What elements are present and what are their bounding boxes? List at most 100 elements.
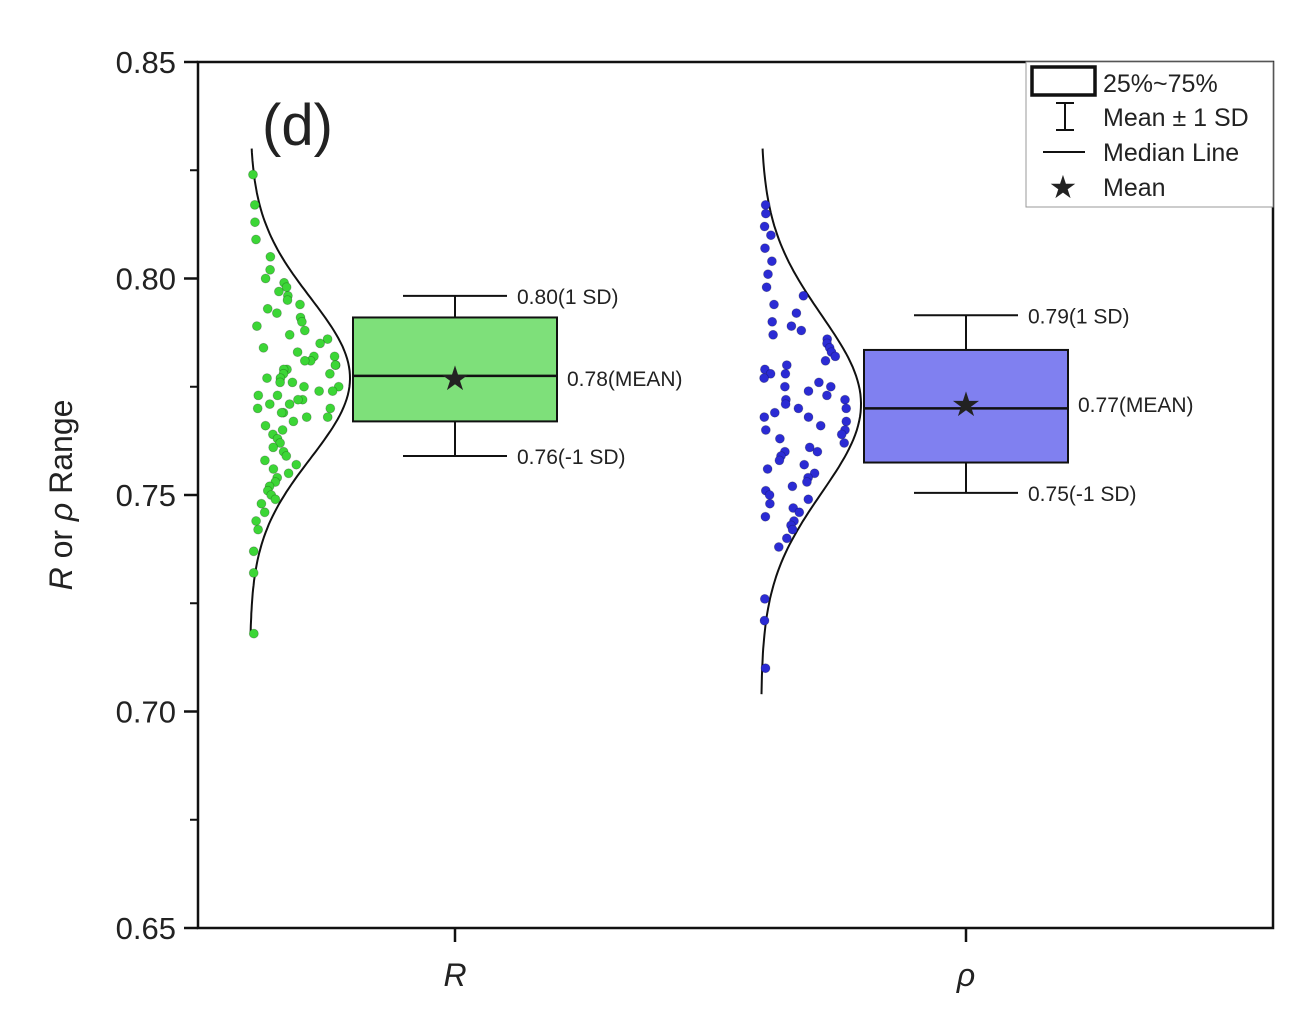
data-point bbox=[251, 321, 262, 332]
y-tick-label: 0.65 bbox=[116, 911, 176, 946]
data-point bbox=[249, 199, 260, 210]
sd-high-label: 0.80(1 SD) bbox=[517, 286, 619, 309]
data-point bbox=[786, 321, 797, 332]
data-point bbox=[787, 524, 798, 535]
data-point bbox=[760, 243, 770, 254]
data-point bbox=[276, 407, 287, 418]
data-point bbox=[260, 420, 271, 431]
iqr-box bbox=[863, 348, 1069, 464]
data-point bbox=[760, 425, 771, 435]
mean-star: ★ bbox=[440, 360, 470, 398]
data-point bbox=[248, 546, 259, 557]
data-point bbox=[299, 325, 310, 336]
data-point bbox=[327, 386, 338, 397]
data-point bbox=[295, 299, 305, 310]
legend-sd-icon bbox=[1056, 102, 1074, 131]
data-point bbox=[291, 459, 302, 470]
data-point bbox=[253, 524, 264, 535]
data-point bbox=[315, 338, 326, 349]
mean-label: 0.77(MEAN) bbox=[1078, 394, 1194, 417]
panel-label: (d) bbox=[262, 93, 333, 158]
data-point bbox=[796, 325, 807, 336]
data-point bbox=[762, 464, 773, 474]
data-point bbox=[268, 442, 279, 453]
data-point bbox=[252, 403, 263, 414]
iqr-box bbox=[352, 316, 558, 423]
sd-low-label: 0.75(-1 SD) bbox=[1028, 483, 1137, 506]
legend: 25%~75% Mean ± 1 SD Median Line ★ Mean bbox=[1025, 61, 1274, 208]
data-point bbox=[759, 373, 769, 384]
data-point bbox=[840, 394, 850, 405]
data-point bbox=[764, 490, 775, 500]
data-point bbox=[793, 403, 804, 414]
x-tick-label: R bbox=[443, 957, 466, 993]
data-point bbox=[325, 403, 336, 414]
data-point bbox=[794, 507, 805, 518]
x-tick-label: ρ bbox=[956, 957, 975, 993]
data-point bbox=[330, 360, 341, 371]
data-point bbox=[324, 368, 335, 379]
data-point bbox=[769, 407, 780, 418]
data-point bbox=[284, 329, 295, 340]
data-point bbox=[760, 208, 771, 219]
data-point bbox=[767, 316, 778, 327]
data-point bbox=[293, 394, 303, 405]
data-point bbox=[798, 290, 809, 301]
data-point bbox=[283, 468, 294, 479]
legend-box-swatch bbox=[1030, 65, 1097, 97]
data-point bbox=[803, 412, 814, 423]
data-point bbox=[765, 368, 776, 379]
data-point bbox=[272, 390, 283, 401]
data-point bbox=[314, 386, 325, 397]
data-point bbox=[766, 230, 776, 241]
data-point bbox=[768, 329, 778, 340]
data-point bbox=[262, 303, 273, 314]
data-point bbox=[253, 390, 264, 401]
data-point bbox=[804, 442, 815, 453]
data-point bbox=[781, 533, 792, 544]
data-point bbox=[841, 416, 852, 427]
data-point bbox=[248, 568, 259, 578]
data-point bbox=[260, 273, 271, 284]
legend-star-icon: ★ bbox=[1049, 169, 1078, 205]
data-point bbox=[760, 511, 771, 522]
data-point bbox=[256, 498, 267, 509]
data-point bbox=[275, 377, 286, 388]
distribution-curve bbox=[760, 148, 863, 695]
data-point bbox=[781, 360, 792, 371]
data-point bbox=[275, 438, 286, 448]
data-point bbox=[763, 269, 773, 280]
data-point bbox=[759, 412, 770, 423]
data-point bbox=[799, 459, 810, 470]
y-tick-label: 0.70 bbox=[116, 695, 176, 730]
data-point bbox=[301, 412, 312, 423]
data-point bbox=[322, 334, 333, 345]
data-point bbox=[760, 199, 771, 210]
data-point bbox=[760, 663, 771, 674]
data-point bbox=[322, 412, 333, 423]
data-point bbox=[270, 494, 281, 505]
data-point bbox=[809, 468, 820, 479]
data-point bbox=[268, 464, 279, 474]
data-point bbox=[248, 169, 258, 180]
data-point bbox=[775, 433, 785, 444]
data-point bbox=[248, 628, 259, 639]
data-point bbox=[839, 438, 850, 448]
data-point bbox=[258, 342, 269, 353]
data-point bbox=[773, 542, 784, 552]
data-point bbox=[251, 516, 262, 526]
data-point bbox=[250, 217, 260, 228]
data-point bbox=[277, 425, 288, 435]
data-point bbox=[271, 308, 282, 319]
data-point bbox=[780, 368, 791, 379]
legend-label-mean: Mean bbox=[1103, 174, 1166, 202]
data-point bbox=[299, 381, 309, 392]
data-point bbox=[265, 264, 276, 275]
distribution-curve bbox=[249, 148, 352, 634]
data-point bbox=[259, 455, 270, 466]
y-axis-label: R or ρ Range bbox=[43, 400, 79, 591]
data-point bbox=[836, 429, 847, 440]
data-point bbox=[812, 446, 823, 457]
data-point bbox=[769, 299, 779, 310]
